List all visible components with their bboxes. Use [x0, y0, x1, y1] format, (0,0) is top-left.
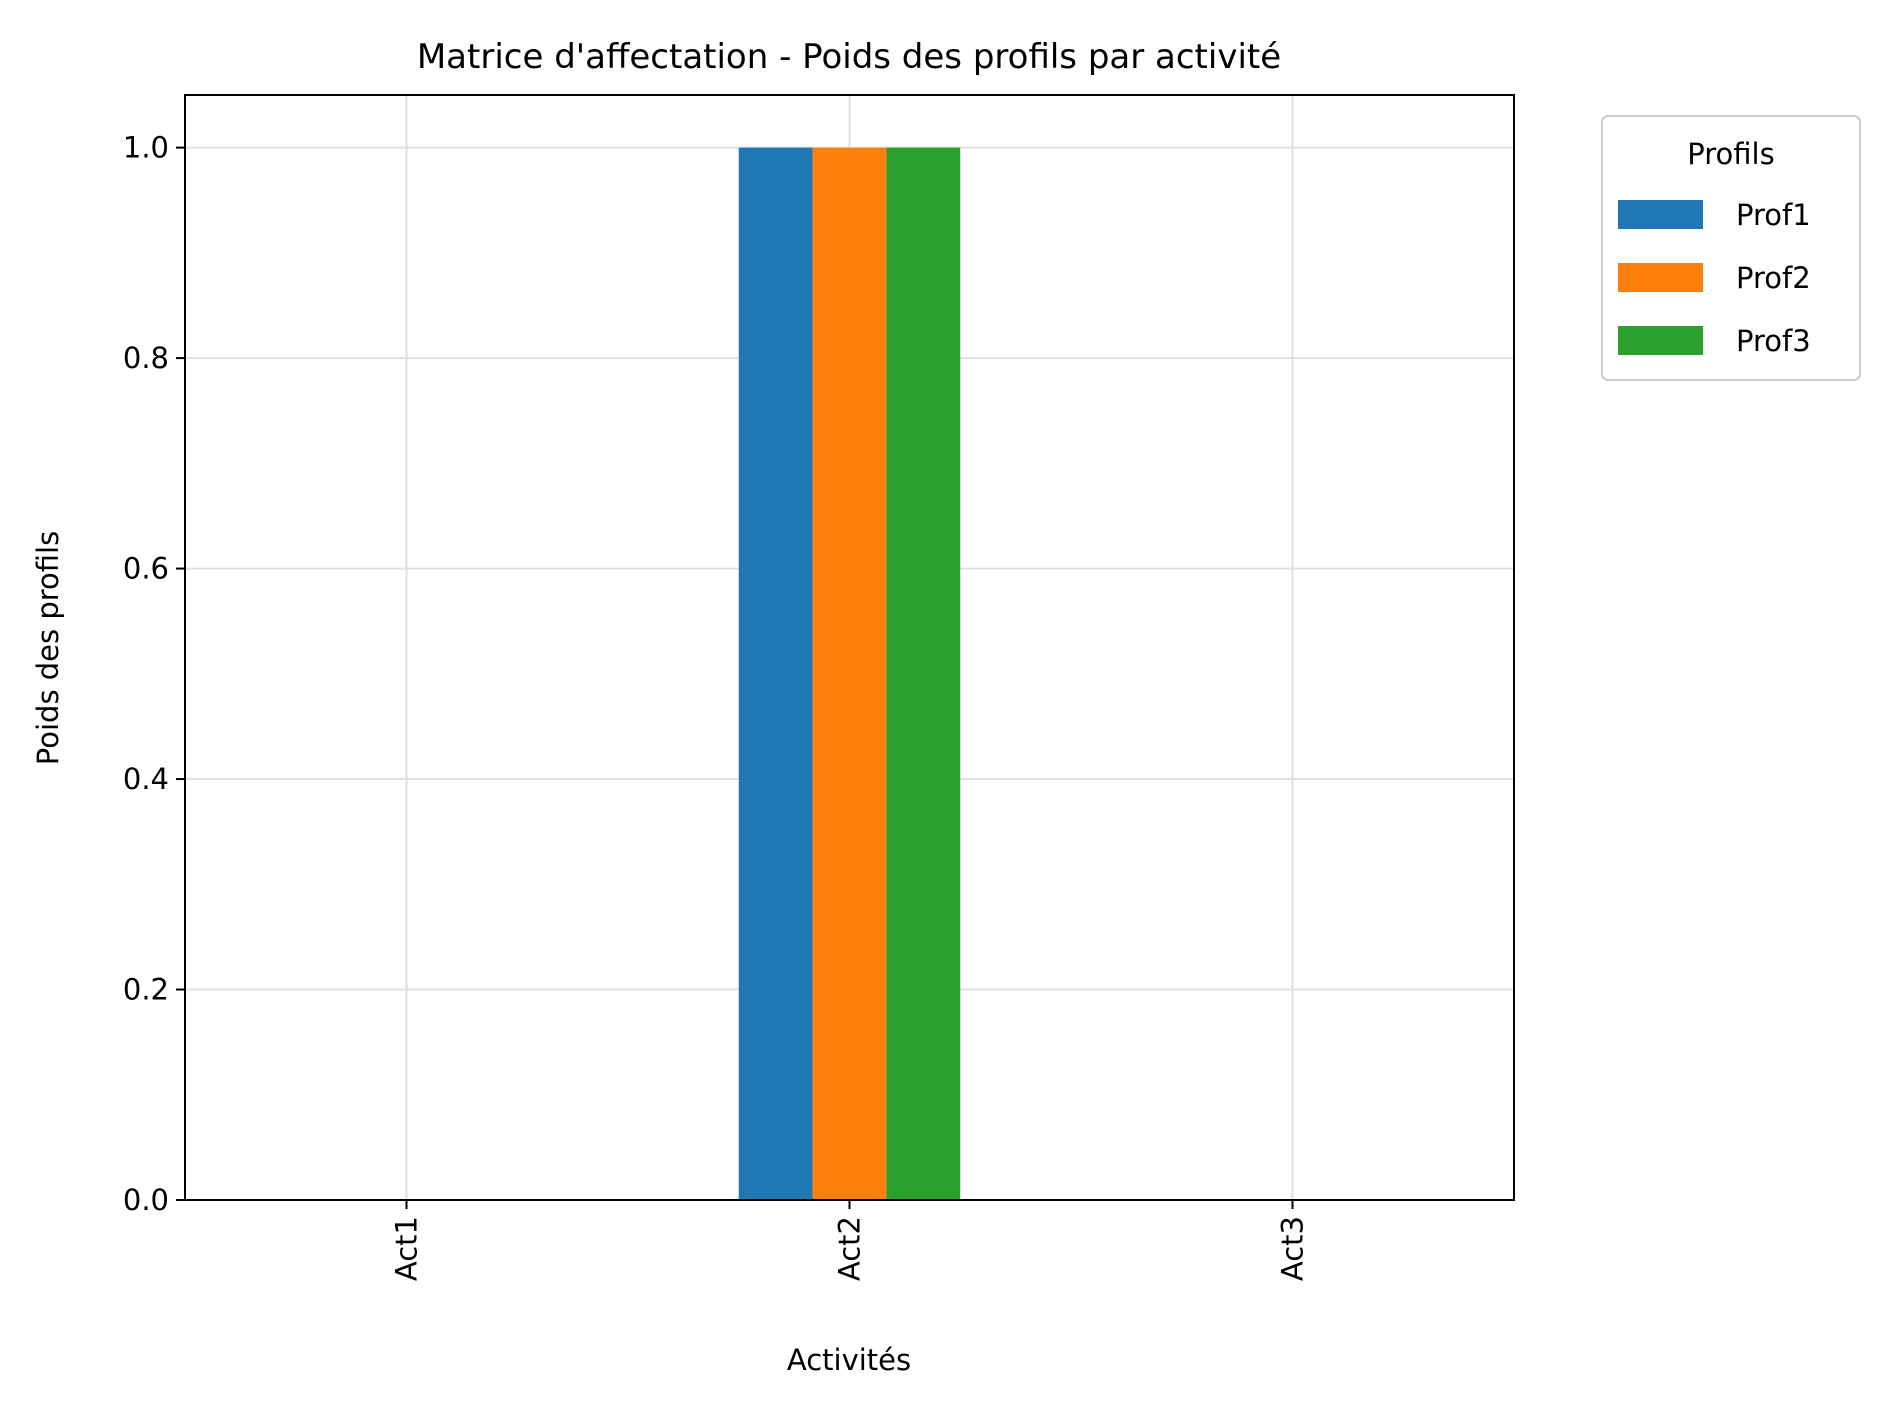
legend: Profils Prof1 Prof2 Prof3	[1601, 115, 1861, 381]
legend-label-prof1: Prof1	[1736, 198, 1811, 232]
x-axis-label: Activités	[787, 1343, 911, 1377]
y-tick-label: 0.4	[123, 762, 169, 796]
bar-prof2-act2	[812, 147, 887, 1201]
bars	[738, 147, 961, 1201]
y-axis-label: Poids des profils	[31, 531, 65, 765]
legend-frame	[1601, 115, 1861, 381]
legend-label-prof2: Prof2	[1736, 261, 1811, 295]
y-tick-label: 0.8	[123, 341, 169, 375]
bar-prof1-act2	[738, 147, 813, 1201]
x-axis: Act1 Act2 Act3	[390, 1200, 1310, 1281]
bar-prof3-act2	[886, 147, 961, 1201]
x-tick-label: Act3	[1276, 1216, 1310, 1281]
y-axis: 0.0 0.2 0.4 0.6 0.8 1.0	[123, 131, 185, 1217]
x-tick-label: Act2	[833, 1216, 867, 1281]
y-tick-label: 0.2	[123, 973, 169, 1007]
y-tick-label: 1.0	[123, 131, 169, 165]
legend-label-prof3: Prof3	[1736, 324, 1811, 358]
legend-items: Prof1 Prof2 Prof3	[1618, 198, 1811, 358]
y-tick-label: 0.0	[123, 1183, 169, 1217]
y-tick-label: 0.6	[123, 552, 169, 586]
chart-title: Matrice d'affectation - Poids des profil…	[417, 37, 1281, 77]
x-tick-label: Act1	[390, 1216, 424, 1281]
legend-title: Profils	[1687, 137, 1774, 171]
legend-swatch-prof2	[1618, 263, 1703, 292]
legend-swatch-prof1	[1618, 200, 1703, 229]
legend-swatch-prof3	[1618, 326, 1703, 355]
